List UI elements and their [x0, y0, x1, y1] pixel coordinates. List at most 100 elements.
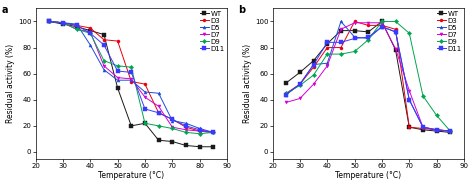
- D11: [324, 41, 330, 44]
- D11: [142, 108, 148, 110]
- D11: [197, 129, 202, 131]
- Line: D11: D11: [48, 20, 215, 134]
- D11: [283, 93, 289, 96]
- D7: [142, 96, 148, 98]
- WT: [156, 139, 162, 141]
- D7: [169, 126, 175, 128]
- D9: [183, 131, 189, 134]
- D9: [434, 114, 439, 117]
- D9: [365, 39, 371, 41]
- D7: [420, 126, 426, 128]
- D3: [365, 24, 371, 26]
- D7: [74, 28, 80, 31]
- D3: [447, 130, 453, 132]
- D11: [311, 63, 317, 66]
- D7: [101, 65, 107, 67]
- D9: [338, 53, 344, 55]
- WT: [379, 20, 385, 23]
- Line: D5: D5: [285, 20, 452, 133]
- D5: [87, 44, 93, 46]
- WT: [115, 87, 120, 89]
- D9: [324, 53, 330, 55]
- WT: [283, 82, 289, 84]
- WT: [352, 30, 357, 32]
- D11: [210, 131, 216, 134]
- D11: [406, 99, 412, 101]
- D7: [406, 89, 412, 92]
- D5: [406, 99, 412, 101]
- Line: D5: D5: [48, 20, 215, 134]
- Text: a: a: [1, 5, 8, 15]
- D5: [169, 120, 175, 122]
- D9: [283, 92, 289, 94]
- D5: [311, 63, 317, 66]
- WT: [128, 125, 134, 127]
- D5: [379, 25, 385, 28]
- D9: [142, 122, 148, 124]
- D3: [406, 126, 412, 128]
- D7: [379, 22, 385, 24]
- WT: [46, 20, 52, 23]
- D5: [60, 22, 66, 24]
- D5: [101, 69, 107, 71]
- D11: [156, 112, 162, 114]
- D11: [420, 126, 426, 128]
- Line: WT: WT: [285, 20, 452, 134]
- D3: [393, 28, 399, 31]
- WT: [324, 43, 330, 45]
- D9: [406, 32, 412, 34]
- D9: [420, 95, 426, 97]
- D11: [338, 41, 344, 44]
- D3: [338, 46, 344, 49]
- Line: D7: D7: [48, 20, 215, 134]
- D7: [352, 22, 357, 24]
- D3: [101, 39, 107, 41]
- D7: [46, 20, 52, 23]
- D9: [379, 20, 385, 23]
- WT: [60, 23, 66, 25]
- D9: [169, 127, 175, 130]
- D5: [183, 122, 189, 124]
- D9: [101, 60, 107, 62]
- D7: [447, 130, 453, 132]
- D7: [210, 131, 216, 134]
- D5: [46, 20, 52, 23]
- D9: [115, 65, 120, 67]
- D7: [434, 129, 439, 131]
- D9: [87, 32, 93, 34]
- D11: [352, 37, 357, 40]
- D7: [115, 76, 120, 79]
- Line: D9: D9: [48, 20, 215, 135]
- Line: D7: D7: [285, 21, 452, 133]
- Line: D9: D9: [285, 20, 452, 133]
- D9: [393, 20, 399, 23]
- D7: [128, 78, 134, 80]
- D7: [297, 97, 303, 100]
- D11: [434, 129, 439, 131]
- Y-axis label: Residual activity (%): Residual activity (%): [243, 44, 252, 123]
- D5: [128, 79, 134, 81]
- WT: [87, 30, 93, 32]
- D3: [74, 24, 80, 26]
- WT: [338, 30, 344, 32]
- Y-axis label: Residual activity (%): Residual activity (%): [6, 44, 15, 123]
- D3: [60, 22, 66, 24]
- D5: [338, 20, 344, 23]
- WT: [169, 140, 175, 143]
- D11: [393, 31, 399, 33]
- D5: [393, 31, 399, 33]
- D11: [379, 25, 385, 28]
- D9: [447, 130, 453, 132]
- D5: [324, 62, 330, 64]
- D3: [311, 66, 317, 68]
- D11: [365, 36, 371, 38]
- D7: [60, 22, 66, 24]
- D9: [156, 125, 162, 127]
- D11: [74, 24, 80, 26]
- D3: [283, 92, 289, 94]
- D11: [101, 44, 107, 46]
- D3: [324, 46, 330, 49]
- WT: [434, 130, 439, 132]
- D11: [46, 20, 52, 23]
- Text: b: b: [238, 5, 246, 15]
